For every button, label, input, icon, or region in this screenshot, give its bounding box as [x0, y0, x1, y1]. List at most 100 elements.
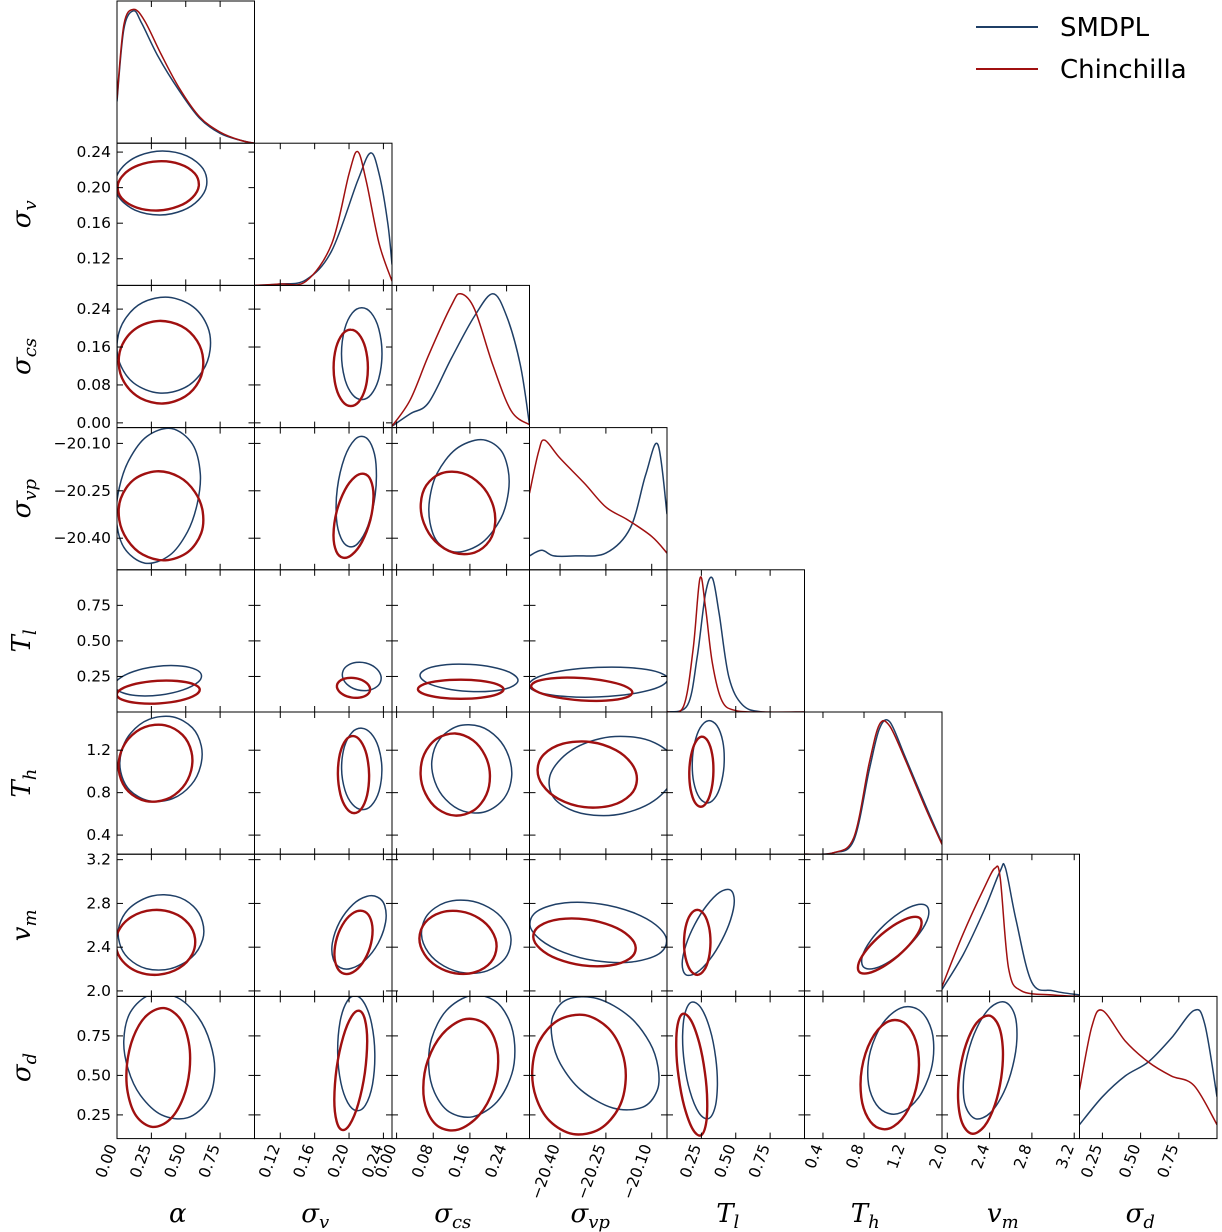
x-axis-label-T_l: Tl — [716, 1199, 739, 1232]
marginal-smdpl-sigma_vp — [529, 442, 667, 558]
panel-sigma_d-vs-sigma_v — [254, 995, 393, 1140]
panel-T_l-vs-sigma_v — [254, 569, 393, 713]
contour-smdpl-T_l-vs-sigma_vp — [529, 666, 667, 698]
panel-sigma_d-vs-alpha — [116, 995, 255, 1140]
contour-chinchilla-sigma_d-vs-sigma_cs — [422, 1017, 500, 1132]
contour-chinchilla-sigma_vp-vs-sigma_v — [332, 472, 375, 560]
x-tick-label-sigma_vp: −20.40 — [527, 1142, 564, 1202]
contour-chinchilla-T_l-vs-sigma_v — [335, 676, 372, 700]
contour-smdpl-sigma_d-vs-alpha — [123, 996, 216, 1120]
contour-smdpl-sigma_vp-vs-alpha — [117, 427, 202, 565]
y-tick-label-sigma_v: 0.12 — [76, 250, 111, 268]
panel-frame — [254, 995, 393, 1140]
panel-T_h-vs-T_l — [666, 711, 805, 855]
x-tick-label-v_m: 2.4 — [968, 1142, 993, 1171]
panel-frame — [254, 284, 393, 429]
y-tick-label-sigma_cs: 0.08 — [76, 376, 111, 394]
panel-frame — [254, 427, 393, 571]
panel-frame — [1079, 995, 1218, 1140]
panel-v_m-vs-v_m — [941, 853, 1080, 997]
x-tick-label-alpha: 0.25 — [126, 1142, 155, 1181]
contour-smdpl-v_m-vs-sigma_vp — [529, 901, 667, 964]
x-tick-label-sigma_cs: 0.08 — [408, 1142, 437, 1181]
y-tick-label-sigma_d: 0.50 — [76, 1066, 111, 1084]
x-tick-label-v_m: 2.0 — [926, 1142, 951, 1171]
contour-chinchilla-v_m-vs-sigma_vp — [532, 917, 637, 968]
contour-smdpl-T_l-vs-sigma_v — [341, 661, 382, 692]
panel-frame — [116, 569, 255, 713]
panel-T_l-vs-sigma_cs — [391, 569, 530, 713]
y-tick-label-v_m: 2.4 — [86, 938, 111, 956]
x-tick-label-alpha: 0.75 — [195, 1142, 224, 1181]
panel-sigma_d-vs-T_l — [666, 995, 805, 1140]
contour-chinchilla-T_h-vs-sigma_v — [336, 734, 371, 815]
contour-chinchilla-T_h-vs-sigma_vp — [536, 740, 639, 809]
marginal-chinchilla-v_m — [942, 865, 1080, 997]
y-tick-label-sigma_d: 0.25 — [76, 1106, 111, 1124]
panel-sigma_vp-vs-alpha — [116, 427, 255, 571]
contour-smdpl-v_m-vs-sigma_v — [331, 894, 387, 970]
marginal-smdpl-sigma_v — [254, 152, 392, 286]
y-tick-label-T_l: 0.75 — [76, 596, 111, 614]
panel-frame — [116, 0, 255, 144]
y-axis-label-sigma_d: σd — [7, 1053, 41, 1082]
y-tick-label-v_m: 2.0 — [86, 982, 111, 1000]
panel-v_m-vs-T_h — [804, 853, 943, 997]
panel-sigma_d-vs-T_h — [804, 995, 943, 1140]
contour-chinchilla-sigma_vp-vs-sigma_cs — [419, 470, 497, 556]
panel-T_l-vs-alpha — [116, 569, 255, 713]
panel-T_h-vs-sigma_vp — [529, 711, 668, 855]
x-tick-label-sigma_d: 0.50 — [1116, 1142, 1145, 1181]
y-tick-label-sigma_vp: −20.40 — [54, 529, 111, 547]
x-axis-label-sigma_v: σv — [301, 1199, 329, 1232]
y-axis-label-sigma_v: σv — [7, 200, 41, 228]
y-tick-label-sigma_d: 0.75 — [76, 1027, 111, 1045]
panel-frame — [529, 995, 668, 1140]
contour-chinchilla-T_l-vs-sigma_vp — [529, 676, 634, 703]
panel-T_h-vs-sigma_cs — [391, 711, 530, 855]
panel-sigma_cs-vs-sigma_cs — [391, 284, 530, 429]
contour-smdpl-T_h-vs-alpha — [119, 715, 203, 803]
y-tick-label-T_h: 1.2 — [86, 741, 111, 759]
x-tick-label-sigma_v: 0.12 — [255, 1142, 284, 1181]
panel-sigma_vp-vs-sigma_v — [254, 427, 393, 571]
marginal-chinchilla-sigma_v — [254, 150, 392, 286]
y-tick-label-sigma_cs: 0.16 — [76, 338, 111, 356]
panel-sigma_cs-vs-sigma_v — [254, 284, 393, 429]
x-axis-label-v_m: vm — [987, 1199, 1019, 1232]
x-tick-label-sigma_vp: −20.25 — [573, 1142, 610, 1202]
contour-chinchilla-T_h-vs-alpha — [117, 723, 194, 803]
x-axis-label-sigma_vp: σvp — [571, 1199, 611, 1232]
panel-T_l-vs-T_l — [666, 569, 805, 713]
contour-smdpl-v_m-vs-T_h — [860, 903, 930, 970]
contour-chinchilla-T_l-vs-alpha — [117, 679, 201, 705]
panel-sigma_d-vs-sigma_vp — [529, 995, 668, 1140]
marginal-chinchilla-T_l — [667, 576, 805, 712]
contour-chinchilla-v_m-vs-alpha — [117, 908, 197, 977]
y-axis-label-v_m: vm — [7, 909, 41, 941]
panel-v_m-vs-sigma_v — [254, 853, 393, 997]
contour-chinchilla-v_m-vs-sigma_v — [333, 909, 374, 976]
contour-smdpl-sigma_d-vs-T_h — [867, 1005, 935, 1115]
contour-smdpl-sigma_v-vs-alpha — [117, 150, 208, 216]
panel-T_h-vs-T_h — [804, 711, 943, 855]
panel-v_m-vs-alpha — [116, 853, 255, 997]
contour-chinchilla-T_l-vs-sigma_cs — [416, 678, 505, 701]
x-tick-label-T_h: 0.8 — [842, 1142, 867, 1171]
panel-v_m-vs-sigma_cs — [391, 853, 530, 997]
x-tick-label-T_l: 0.75 — [745, 1142, 774, 1181]
panel-frame — [391, 853, 530, 997]
contour-smdpl-T_h-vs-T_l — [691, 719, 725, 804]
contour-chinchilla-sigma_cs-vs-alpha — [117, 319, 205, 405]
panel-frame — [254, 569, 393, 713]
y-tick-label-T_h: 0.8 — [86, 784, 111, 802]
contour-smdpl-sigma_d-vs-sigma_vp — [550, 996, 660, 1111]
panels-layer: 0.120.160.200.24σv0.000.080.160.24σcs−20… — [7, 0, 1218, 1232]
x-tick-label-T_l: 0.50 — [711, 1142, 740, 1181]
contour-smdpl-T_h-vs-sigma_v — [340, 727, 383, 811]
panel-sigma_vp-vs-sigma_vp — [529, 427, 668, 571]
x-tick-label-sigma_d: 0.75 — [1154, 1142, 1183, 1181]
marginal-chinchilla-T_h — [804, 719, 942, 855]
panel-sigma_vp-vs-sigma_cs — [391, 427, 530, 571]
marginal-smdpl-sigma_d — [1079, 1008, 1217, 1126]
